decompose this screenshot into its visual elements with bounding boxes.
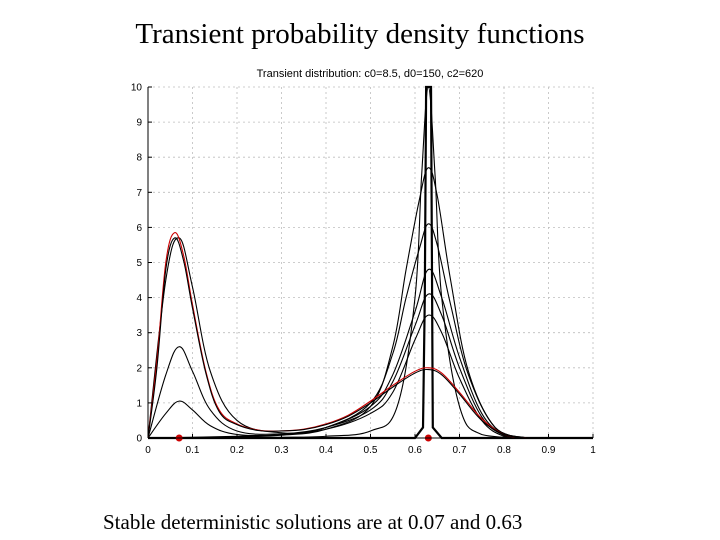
axes [147, 86, 594, 439]
y-tick-label: 4 [136, 293, 142, 304]
x-tick-label: 0.5 [364, 445, 378, 456]
y-tick-label: 5 [136, 258, 142, 269]
footer-text: Stable deterministic solutions are at 0.… [103, 510, 523, 534]
density-curve [147, 167, 527, 439]
y-tick-label: 7 [136, 188, 142, 199]
x-tick-label: 0.8 [497, 445, 511, 456]
density-curve [147, 223, 527, 439]
y-tick-label: 2 [136, 363, 142, 374]
x-tick-label: 0.7 [453, 445, 467, 456]
x-tick-label: 0.2 [230, 445, 244, 456]
density-curve [147, 237, 527, 439]
plot-title: Transient distribution: c0=8.5, d0=150, … [257, 68, 484, 80]
density-curves [147, 85, 593, 440]
y-tick-label: 3 [136, 328, 142, 339]
x-tick-label: 0 [145, 445, 151, 456]
x-tick-label: 0.3 [275, 445, 289, 456]
density-curve [148, 85, 593, 440]
y-tick-label: 1 [136, 398, 142, 409]
x-tick-labels: 0 0.1 0.2 0.3 0.4 0.5 0.6 0.7 0.8 0.9 1 [145, 445, 596, 456]
density-chart: 0 0.1 0.2 0.3 0.4 0.5 0.6 0.7 0.8 0.9 1 0 1 2 3 4 5 6 7 8 9… [131, 68, 596, 456]
slide-title: Transient probability density functions [135, 18, 585, 50]
y-tick-label: 8 [136, 153, 142, 164]
x-tick-label: 0.6 [408, 445, 422, 456]
y-tick-label: 0 [136, 434, 142, 445]
x-tick-label: 0.9 [542, 445, 556, 456]
y-tick-label: 6 [136, 223, 142, 234]
x-tick-label: 1 [590, 445, 596, 456]
y-tick-label: 10 [131, 83, 143, 94]
y-tick-labels: 0 1 2 3 4 5 6 7 8 9 10 [131, 83, 143, 445]
x-tick-label: 0.4 [319, 445, 333, 456]
y-tick-label: 9 [136, 118, 142, 129]
density-curve [147, 293, 527, 439]
density-curve [147, 237, 527, 439]
x-tick-label: 0.1 [186, 445, 200, 456]
